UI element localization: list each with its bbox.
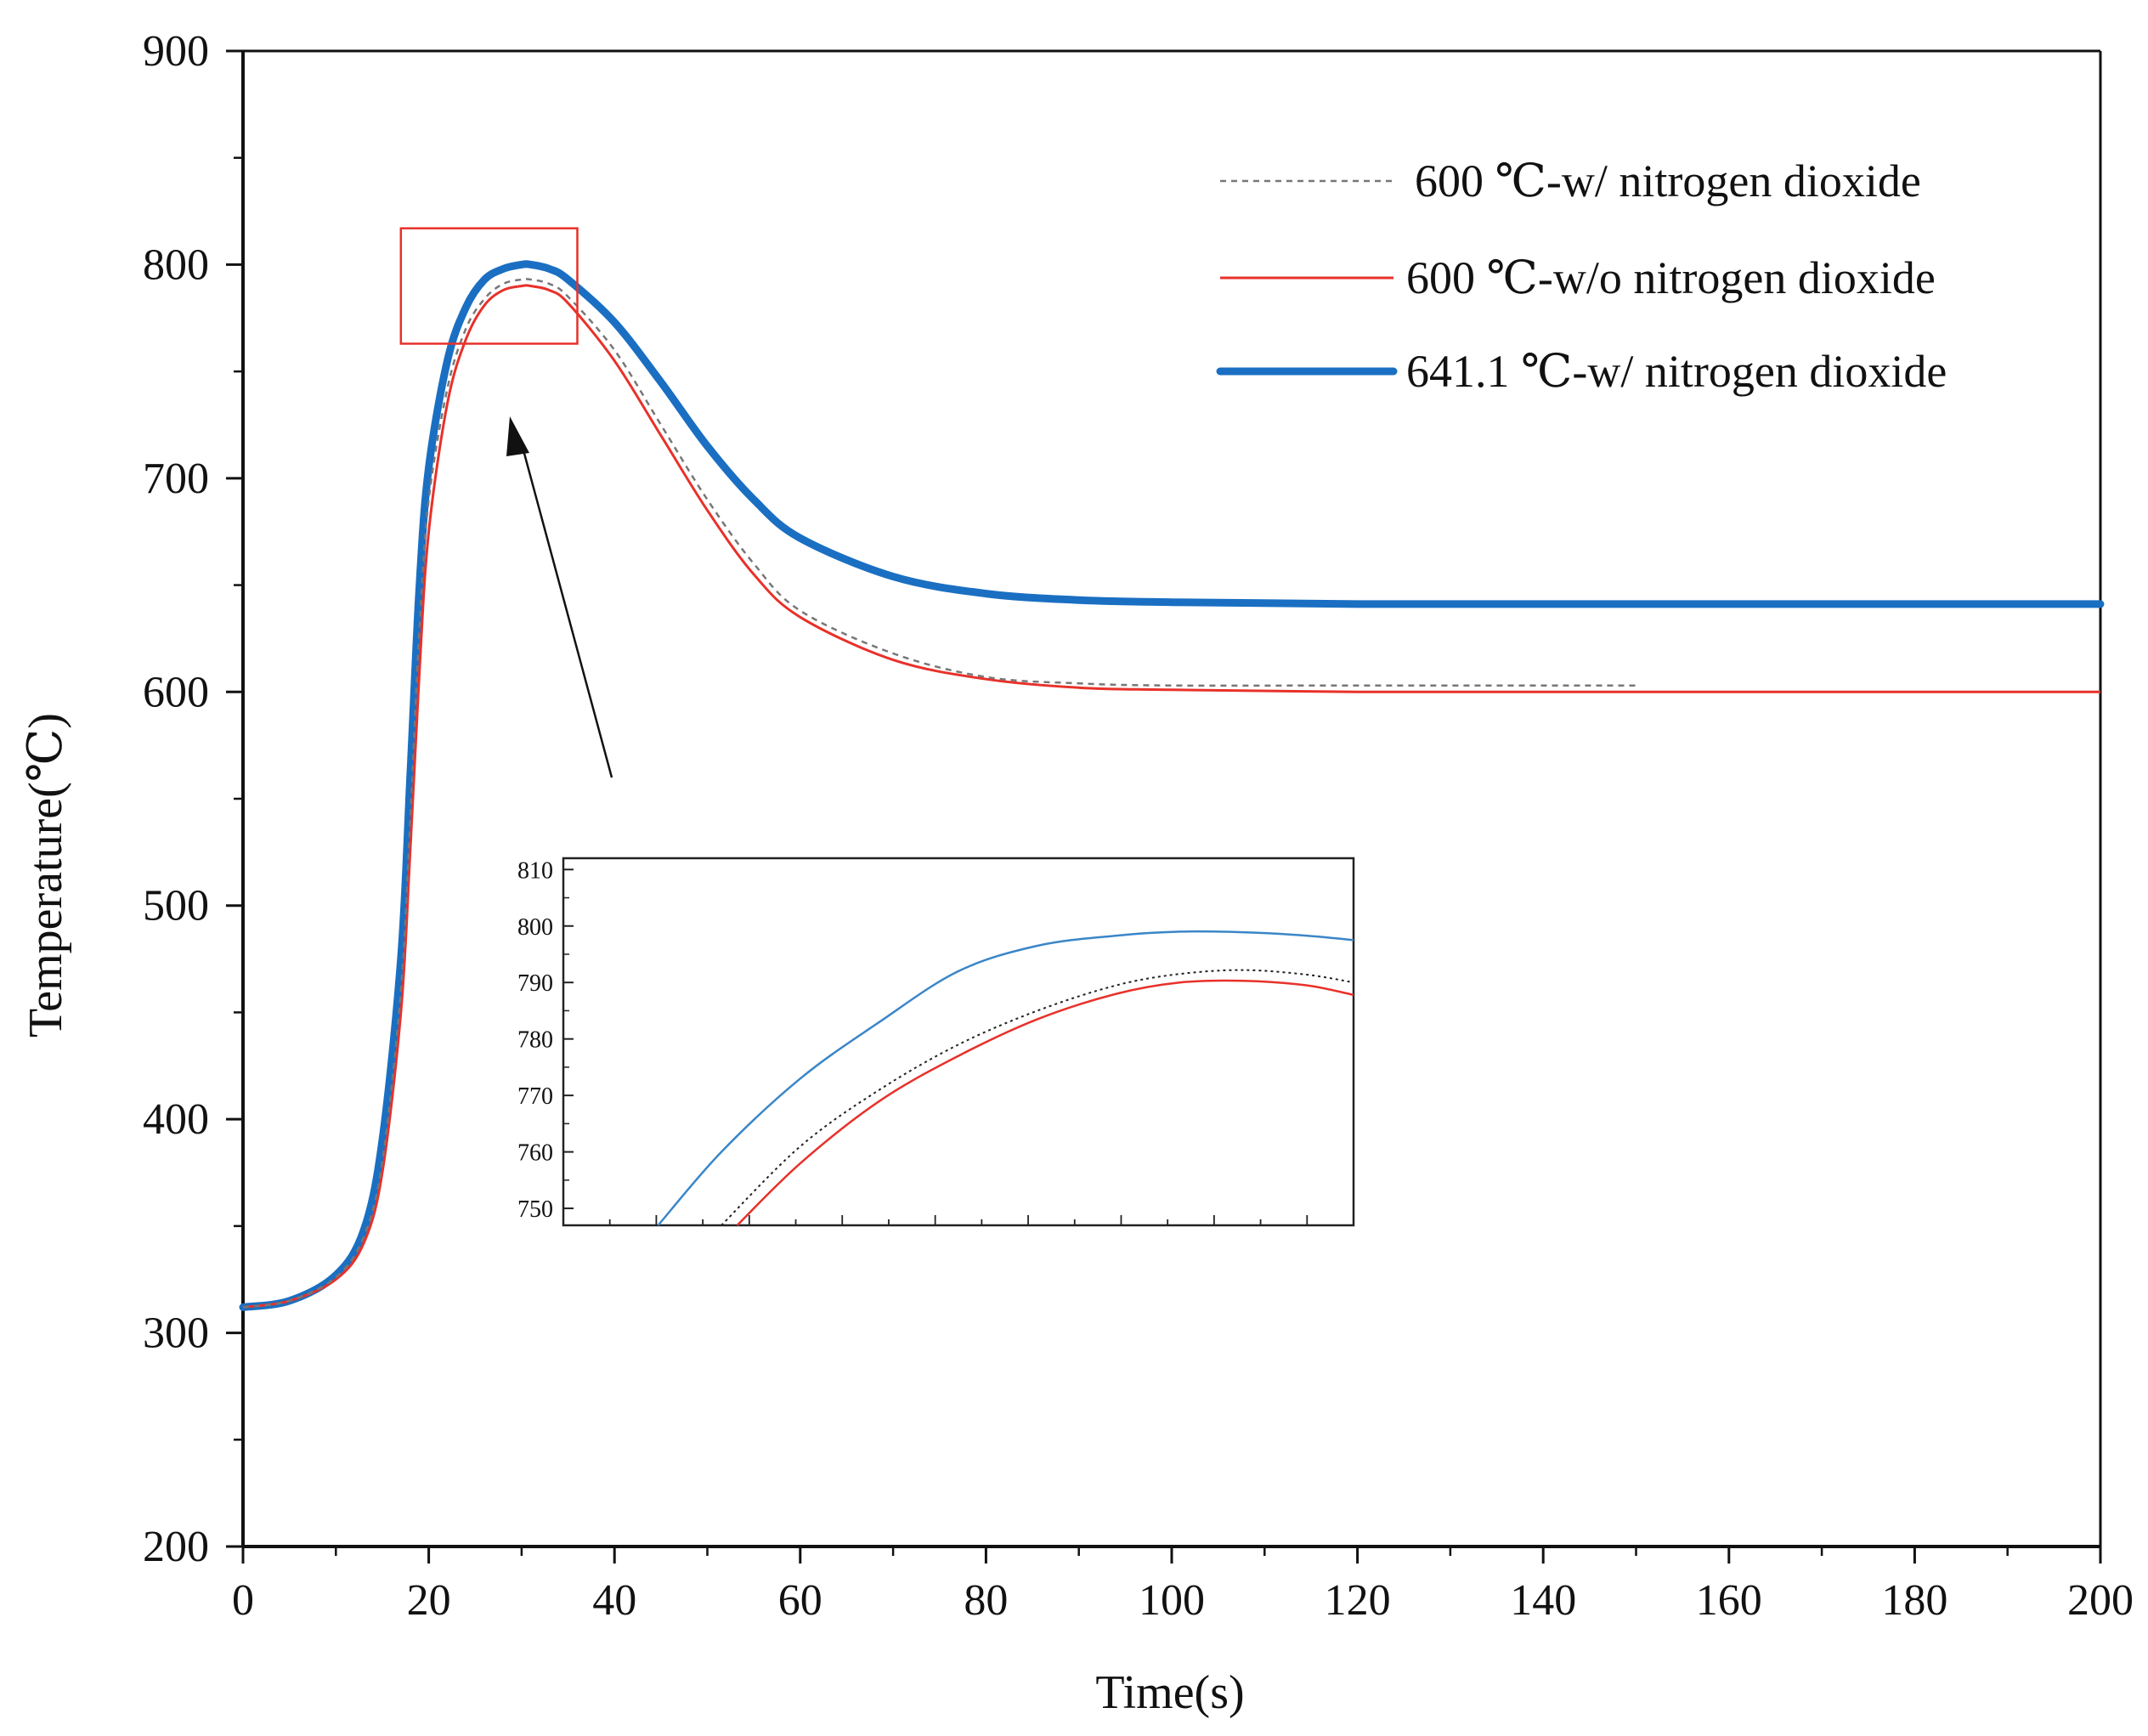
series-line-1 bbox=[242, 284, 2100, 1309]
y-tick-label: 700 bbox=[143, 455, 209, 503]
inset-series-line-2 bbox=[736, 979, 1354, 1226]
y-tick-label: 500 bbox=[143, 882, 209, 930]
inset-y-tick-label: 810 bbox=[517, 857, 553, 884]
inset-y-tick-label: 760 bbox=[517, 1140, 553, 1167]
x-tick-label: 20 bbox=[407, 1576, 451, 1625]
x-tick-label: 0 bbox=[232, 1576, 254, 1625]
y-axis-title: Temperature(℃) bbox=[20, 713, 72, 1038]
legend-label-2: 641.1 ℃-w/ nitrogen dioxide bbox=[1406, 346, 1947, 397]
y-tick-label: 400 bbox=[143, 1095, 209, 1144]
inset-y-tick-label: 750 bbox=[517, 1196, 553, 1223]
legend-label-0: 600 ℃-w/ nitrogen dioxide bbox=[1415, 156, 1921, 206]
x-axis-ticks: 0 20 40 60 80 100 120 140 160 180 200 bbox=[232, 1547, 2134, 1625]
inset-y-tick-label: 770 bbox=[517, 1083, 553, 1110]
annotation-arrow-head bbox=[506, 416, 529, 456]
legend-label-1: 600 ℃-w/o nitrogen dioxide bbox=[1406, 252, 1936, 303]
y-tick-label: 900 bbox=[143, 27, 209, 76]
x-tick-label: 100 bbox=[1139, 1576, 1205, 1625]
y-tick-label: 200 bbox=[143, 1523, 209, 1571]
series-line-0 bbox=[242, 278, 1636, 1309]
x-tick-label: 120 bbox=[1325, 1576, 1391, 1625]
inset-plot: 750 760 770 780 790 800 810 bbox=[517, 857, 1355, 1227]
inset-y-tick-label: 790 bbox=[517, 970, 553, 997]
legend: 600 ℃-w/ nitrogen dioxide 600 ℃-w/o nitro… bbox=[1216, 156, 1947, 397]
highlight-layer bbox=[399, 227, 613, 778]
y-tick-label: 800 bbox=[143, 240, 209, 289]
x-tick-label: 140 bbox=[1510, 1576, 1576, 1625]
x-tick-label: 60 bbox=[778, 1576, 822, 1625]
annotation-arrow-shaft bbox=[518, 437, 613, 778]
y-tick-label: 300 bbox=[143, 1309, 209, 1358]
zoom-highlight-box bbox=[399, 227, 579, 345]
x-tick-label: 180 bbox=[1881, 1576, 1947, 1625]
x-tick-label: 40 bbox=[592, 1576, 636, 1625]
y-tick-label: 600 bbox=[143, 668, 209, 716]
x-tick-label: 200 bbox=[2067, 1576, 2134, 1625]
inset-y-tick-label: 800 bbox=[517, 914, 553, 941]
x-axis-title: Time(s) bbox=[1095, 1666, 1244, 1719]
series-line-2 bbox=[239, 260, 2105, 1311]
y-axis-ticks: 200 300 400 500 600 700 800 900 bbox=[143, 27, 243, 1571]
inset-y-tick-label: 780 bbox=[517, 1027, 553, 1054]
series-layer bbox=[239, 260, 2105, 1311]
x-tick-label: 80 bbox=[964, 1576, 1008, 1625]
inset-frame bbox=[562, 857, 1355, 1227]
inset-series-line-0 bbox=[657, 930, 1354, 1226]
x-tick-label: 160 bbox=[1696, 1576, 1762, 1625]
